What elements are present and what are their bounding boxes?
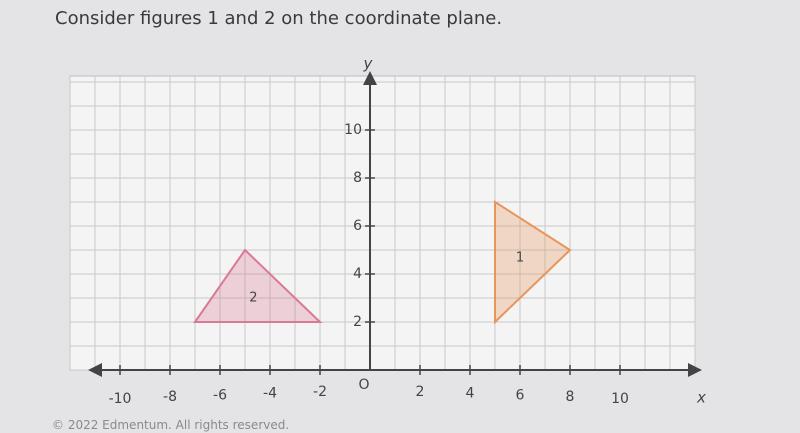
question-text: Consider figures 1 and 2 on the coordina… [55,8,503,29]
figure-label: 2 [249,291,257,306]
x-tick-label: -8 [163,389,177,405]
figure-label: 1 [516,251,524,266]
y-tick-label: 8 [353,170,362,186]
plot-background [69,75,696,371]
x-tick-label: 8 [566,389,575,405]
x-tick-label: -4 [263,386,277,402]
figure [494,200,572,325]
figure [193,248,323,323]
x-tick-label: -2 [313,384,327,400]
y-tick-label: 4 [353,266,362,282]
x-tick-label: -10 [109,391,132,407]
x-tick-label: 4 [466,386,475,402]
x-axis-label: x [696,389,706,407]
y-axis-label: y [363,55,374,73]
x-tick-label: 6 [516,387,525,403]
copyright: © 2022 Edmentum. All rights reserved. [52,418,290,432]
y-tick-label: 6 [353,218,362,234]
x-tick-label: 10 [611,391,629,407]
x-tick-label: -6 [213,387,227,403]
y-tick-label: 10 [344,122,362,138]
x-tick-label: 2 [416,384,425,400]
y-tick-label: 2 [353,314,362,330]
origin-label: O [358,377,369,393]
